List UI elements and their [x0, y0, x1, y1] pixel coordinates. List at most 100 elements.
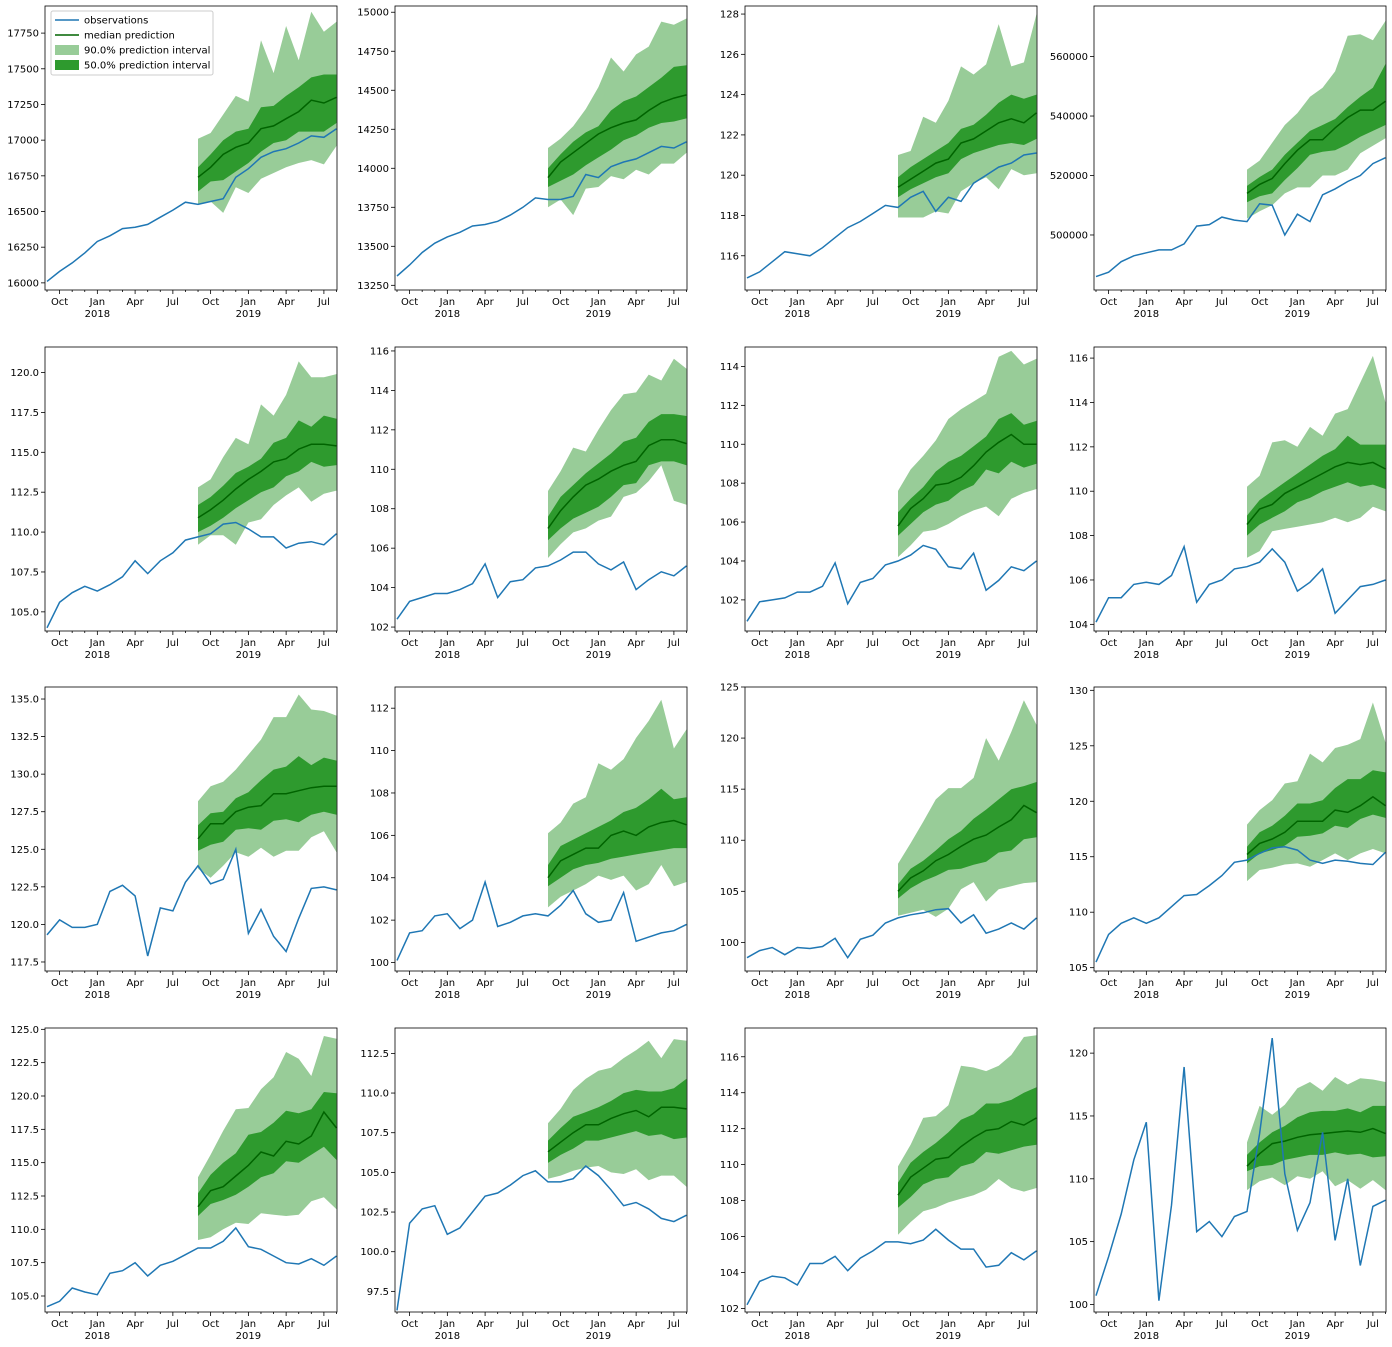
y-tick-label: 13250	[357, 281, 389, 292]
x-tick-label: Apr	[1326, 978, 1344, 989]
axes-frame	[1093, 686, 1387, 972]
x-tick-label: Oct	[202, 297, 219, 308]
x-year-label: 2018	[1134, 650, 1159, 661]
x-tick-label: Apr	[1326, 638, 1344, 649]
y-tick-label: 114	[1069, 398, 1088, 409]
y-tick-label: 107.5	[10, 567, 39, 578]
y-tick-label: 120	[1069, 1049, 1088, 1060]
y-tick-label: 14750	[357, 47, 389, 58]
x-tick-label: Oct	[902, 297, 919, 308]
x-tick-label: Oct	[202, 978, 219, 989]
pi50-band	[898, 413, 1037, 536]
y-tick-label: 106	[370, 544, 389, 555]
y-tick-label: 102	[720, 1304, 739, 1315]
x-tick-label: Oct	[202, 638, 219, 649]
subplot-6: Oct Jan Apr Jul Oct Jan Apr Jul 2018 2019 102 104 10…	[370, 346, 688, 661]
axes-frame	[394, 1027, 688, 1313]
observations-line	[746, 152, 1037, 279]
y-tick-label: 115.0	[10, 448, 39, 459]
subplot-15: Oct Jan Apr Jul Oct Jan Apr Jul 2018 2019 102 104 10…	[720, 1027, 1038, 1342]
x-year-label: 2019	[1285, 650, 1310, 661]
x-tick-label: Apr	[627, 297, 645, 308]
observations-line	[46, 846, 337, 957]
x-tick-label: Jul	[1366, 978, 1379, 989]
x-tick-label: Jan	[89, 297, 105, 308]
x-tick-label: Jan	[439, 638, 455, 649]
legend: observations median prediction 90.0% predi…	[50, 10, 214, 76]
y-tick-label: 108	[370, 504, 389, 515]
y-tick-label: 104	[370, 873, 389, 884]
x-tick-label: Jul	[1017, 978, 1030, 989]
x-tick-label: Apr	[1175, 1319, 1193, 1330]
axes-frame	[1093, 5, 1387, 291]
x-tick-label: Apr	[126, 638, 144, 649]
y-tick-label: 115.0	[10, 1158, 39, 1169]
x-tick-label: Jan	[240, 978, 256, 989]
x-year-label: 2019	[236, 1331, 261, 1342]
y-tick-label: 106	[1069, 575, 1088, 586]
x-tick-label: Apr	[277, 1319, 295, 1330]
x-tick-label: Apr	[476, 1319, 494, 1330]
axes-frame	[1093, 1027, 1387, 1313]
x-tick-label: Oct	[401, 1319, 418, 1330]
pi50-band	[898, 1087, 1037, 1208]
plot-area	[396, 1039, 687, 1311]
y-tick-label: 125.0	[10, 845, 39, 856]
plot-area	[746, 700, 1037, 960]
x-year-label: 2019	[936, 1331, 961, 1342]
y-tick-label: 105	[720, 887, 739, 898]
axes-frame	[44, 346, 338, 632]
axes-frame	[394, 686, 688, 972]
median-line	[897, 433, 1037, 527]
legend-box	[50, 10, 214, 76]
plot-area	[46, 1036, 337, 1308]
x-year-label: 2019	[936, 990, 961, 1001]
observations-line	[1095, 157, 1386, 278]
subplot-10: Oct Jan Apr Jul Oct Jan Apr Jul 2018 2019 100 102 10…	[370, 686, 688, 1001]
x-tick-label: Oct	[202, 1319, 219, 1330]
median-line	[197, 96, 337, 178]
x-year-label: 2019	[236, 309, 261, 320]
x-tick-label: Jan	[439, 297, 455, 308]
y-tick-label: 540000	[1050, 112, 1088, 123]
y-tick-label: 135.0	[10, 695, 39, 706]
y-tick-label: 15000	[357, 8, 389, 19]
x-year-label: 2018	[85, 1331, 110, 1342]
y-tick-label: 126	[720, 50, 739, 61]
x-year-label: 2019	[236, 650, 261, 661]
x-year-label: 2018	[435, 309, 460, 320]
legend-label-observations: observations	[84, 16, 148, 27]
median-line	[197, 785, 337, 840]
x-tick-label: Apr	[627, 978, 645, 989]
x-tick-label: Jan	[940, 978, 956, 989]
median-line	[1246, 795, 1386, 856]
x-tick-label: Jan	[1289, 638, 1305, 649]
y-tick-label: 110	[1069, 487, 1088, 498]
x-year-label: 2018	[435, 650, 460, 661]
y-tick-label: 115	[720, 785, 739, 796]
observations-line	[746, 544, 1037, 622]
x-tick-label: Oct	[401, 297, 418, 308]
y-tick-label: 16000	[7, 278, 39, 289]
x-tick-label: Jan	[89, 1319, 105, 1330]
x-tick-label: Jul	[667, 297, 680, 308]
y-tick-label: 110	[720, 836, 739, 847]
x-tick-label: Jan	[1138, 297, 1154, 308]
x-tick-label: Apr	[277, 297, 295, 308]
axes-frame	[1093, 346, 1387, 632]
legend-swatch-pi90	[55, 45, 79, 55]
y-tick-label: 116	[720, 251, 739, 262]
x-year-label: 2019	[586, 1331, 611, 1342]
y-tick-label: 114	[370, 386, 389, 397]
y-tick-label: 520000	[1050, 171, 1088, 182]
x-tick-label: Jul	[317, 297, 330, 308]
y-tick-label: 17250	[7, 100, 39, 111]
legend-label-pi90: 90.0% prediction interval	[84, 46, 210, 57]
y-tick-label: 110	[1069, 1174, 1088, 1185]
x-year-label: 2019	[936, 309, 961, 320]
x-tick-label: Jan	[590, 638, 606, 649]
axes-frame	[44, 1027, 338, 1313]
x-tick-label: Jan	[590, 297, 606, 308]
x-tick-label: Oct	[552, 297, 569, 308]
x-tick-label: Oct	[51, 297, 68, 308]
